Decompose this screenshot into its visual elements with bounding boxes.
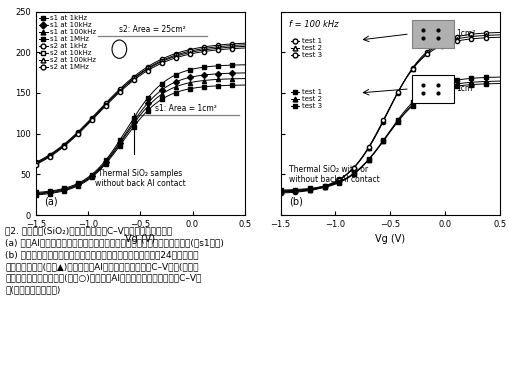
Text: f = 100 kHz: f = 100 kHz (289, 20, 338, 29)
Legend: test 1, test 2, test 3: test 1, test 2, test 3 (288, 86, 324, 112)
Text: (a): (a) (44, 197, 58, 207)
Text: (b): (b) (289, 197, 302, 207)
Text: 图2. 热氧化物(SiO₂)样品内观察到的C–V测量中的频率离散：
(a) 衬底Al背接触没有时，只有在衬底面积比较小的样品中频率离散才明显(用s1示出)
(b: 图2. 热氧化物(SiO₂)样品内观察到的C–V测量中的频率离散： (a) 衬底… (5, 227, 223, 295)
Text: 1cm²: 1cm² (455, 30, 474, 38)
Text: s1: Area = 1cm²: s1: Area = 1cm² (155, 104, 217, 113)
Bar (411, 20, 453, 48)
X-axis label: Vg (V): Vg (V) (125, 235, 155, 245)
Text: s2: Area = 25cm²: s2: Area = 25cm² (119, 25, 186, 34)
Bar (411, 74, 453, 103)
Text: Thermal SiO₂ samples
without back Al contact: Thermal SiO₂ samples without back Al con… (95, 169, 185, 188)
Text: 1cm²: 1cm² (455, 84, 474, 93)
X-axis label: Vg (V): Vg (V) (374, 235, 405, 245)
Legend: s1 at 1kHz, s1 at 10kHz, s1 at 100kHz, s1 at 1MHz, s2 at 1kHz, s2 at 10kHz, s2 a: s1 at 1kHz, s1 at 10kHz, s1 at 100kHz, s… (38, 13, 97, 72)
Text: Thermal SiO₂ with or
without back Al contact: Thermal SiO₂ with or without back Al con… (289, 165, 379, 184)
